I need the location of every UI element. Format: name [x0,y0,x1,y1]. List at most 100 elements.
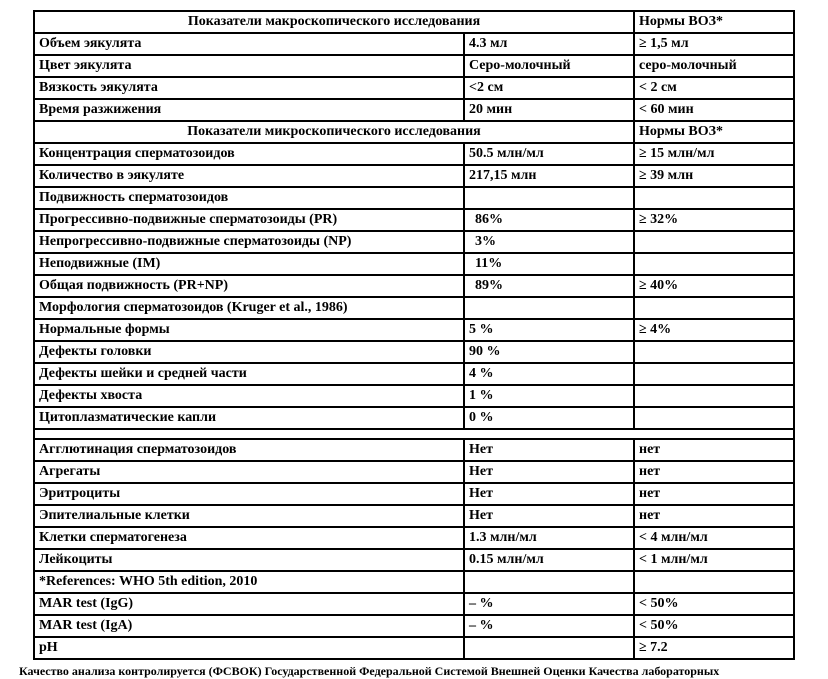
micro-0-value: 50.5 млн/мл [464,143,634,165]
other-0-norm: нет [634,439,794,461]
macro-0-norm: ≥ 1,5 мл [634,33,794,55]
morphology-4-value: 0 % [464,407,634,429]
morphology-1-norm [634,341,794,363]
other-4-norm: < 4 млн/мл [634,527,794,549]
micro-0-label: Концентрация сперматозоидов [34,143,464,165]
other-2-label: Эритроциты [34,483,464,505]
motility-1-label: Непрогрессивно-подвижные сперматозоиды (… [34,231,464,253]
other-0-label: Агглютинация сперматозоидов [34,439,464,461]
other-2-value: Нет [464,483,634,505]
micro-1-norm: ≥ 39 млн [634,165,794,187]
other-3-value: Нет [464,505,634,527]
morphology-1-value: 90 % [464,341,634,363]
extra-1-label: MAR test (IgA) [34,615,464,637]
table-row: Прогрессивно-подвижные сперматозоиды (PR… [34,209,794,231]
macro-3-norm: < 60 мин [634,99,794,121]
extra-1-norm: < 50% [634,615,794,637]
morphology-2-label: Дефекты шейки и средней части [34,363,464,385]
macro-3-value: 20 мин [464,99,634,121]
macro-1-label: Цвет эякулята [34,55,464,77]
other-1-norm: нет [634,461,794,483]
other-1-label: Агрегаты [34,461,464,483]
motility-3-value: 89% [464,275,634,297]
motility-0-label: Прогрессивно-подвижные сперматозоиды (PR… [34,209,464,231]
morphology-1-label: Дефекты головки [34,341,464,363]
macro-1-norm: серо-молочный [634,55,794,77]
table-row: pH ≥ 7.2 [34,637,794,659]
morphology-4-norm [634,407,794,429]
macro-0-value: 4.3 мл [464,33,634,55]
extra-0-label: MAR test (IgG) [34,593,464,615]
morphology-3-value: 1 % [464,385,634,407]
extra-2-norm: ≥ 7.2 [634,637,794,659]
other-3-norm: нет [634,505,794,527]
table-row: Нормальные формы5 %≥ 4% [34,319,794,341]
extra-2-label: pH [34,637,464,659]
motility-2-label: Неподвижные (IM) [34,253,464,275]
qc-footer: Качество анализа контролируется (ФСВОК) … [9,664,819,679]
morphology-3-norm [634,385,794,407]
table-row: Объем эякулята4.3 мл≥ 1,5 мл [34,33,794,55]
other-5-value: 0.15 млн/мл [464,549,634,571]
morphology-0-value: 5 % [464,319,634,341]
table-row: Цитоплазматические капли0 % [34,407,794,429]
macro-3-label: Время разжижения [34,99,464,121]
table-row: Вязкость эякулята<2 см< 2 см [34,77,794,99]
table-row: MAR test (IgA)– %< 50% [34,615,794,637]
macro-2-label: Вязкость эякулята [34,77,464,99]
extra-0-value: – % [464,593,634,615]
micro-0-norm: ≥ 15 млн/мл [634,143,794,165]
macro-header-title: Показатели макроскопического исследовани… [34,11,634,33]
morphology-2-value: 4 % [464,363,634,385]
morphology-0-label: Нормальные формы [34,319,464,341]
macro-header-norm: Нормы ВОЗ* [634,11,794,33]
table-row: Лейкоциты0.15 млн/мл< 1 млн/мл [34,549,794,571]
table-row: Концентрация сперматозоидов50.5 млн/мл≥ … [34,143,794,165]
motility-1-norm [634,231,794,253]
other-5-norm: < 1 млн/мл [634,549,794,571]
morphology-2-norm [634,363,794,385]
motility-3-label: Общая подвижность (PR+NP) [34,275,464,297]
other-1-value: Нет [464,461,634,483]
macro-0-label: Объем эякулята [34,33,464,55]
morphology-header: Морфология сперматозоидов (Kruger et al.… [34,297,464,319]
table-row: Общая подвижность (PR+NP)89%≥ 40% [34,275,794,297]
other-4-label: Клетки сперматогенеза [34,527,464,549]
table-row: Цвет эякулятаСеро-молочныйсеро-молочный [34,55,794,77]
table-row: Количество в эякуляте217,15 млн≥ 39 млн [34,165,794,187]
motility-0-norm: ≥ 32% [634,209,794,231]
motility-3-norm: ≥ 40% [634,275,794,297]
other-0-value: Нет [464,439,634,461]
spacer-row [34,429,794,439]
micro-header-norm: Нормы ВОЗ* [634,121,794,143]
motility-header: Подвижность сперматозоидов [34,187,464,209]
macro-2-norm: < 2 см [634,77,794,99]
extra-0-norm: < 50% [634,593,794,615]
other-5-label: Лейкоциты [34,549,464,571]
table-row: Дефекты хвоста1 % [34,385,794,407]
table-row: Клетки сперматогенеза1.3 млн/мл< 4 млн/м… [34,527,794,549]
micro-1-value: 217,15 млн [464,165,634,187]
references-line: *References: WHO 5th edition, 2010 [34,571,464,593]
macro-1-value: Серо-молочный [464,55,634,77]
table-row: Дефекты шейки и средней части4 % [34,363,794,385]
motility-2-value: 11% [464,253,634,275]
motility-1-value: 3% [464,231,634,253]
morphology-0-norm: ≥ 4% [634,319,794,341]
table-row: Непрогрессивно-подвижные сперматозоиды (… [34,231,794,253]
table-row: Дефекты головки90 % [34,341,794,363]
macro-2-value: <2 см [464,77,634,99]
table-row: MAR test (IgG)– %< 50% [34,593,794,615]
morphology-4-label: Цитоплазматические капли [34,407,464,429]
other-4-value: 1.3 млн/мл [464,527,634,549]
semen-analysis-table: Показатели макроскопического исследовани… [33,10,795,660]
other-3-label: Эпителиальные клетки [34,505,464,527]
table-row: АгрегатыНетнет [34,461,794,483]
other-2-norm: нет [634,483,794,505]
micro-header-title: Показатели микроскопического исследовани… [34,121,634,143]
extra-1-value: – % [464,615,634,637]
micro-1-label: Количество в эякуляте [34,165,464,187]
table-row: Эпителиальные клеткиНетнет [34,505,794,527]
table-row: Агглютинация сперматозоидовНетнет [34,439,794,461]
table-row: Неподвижные (IM)11% [34,253,794,275]
